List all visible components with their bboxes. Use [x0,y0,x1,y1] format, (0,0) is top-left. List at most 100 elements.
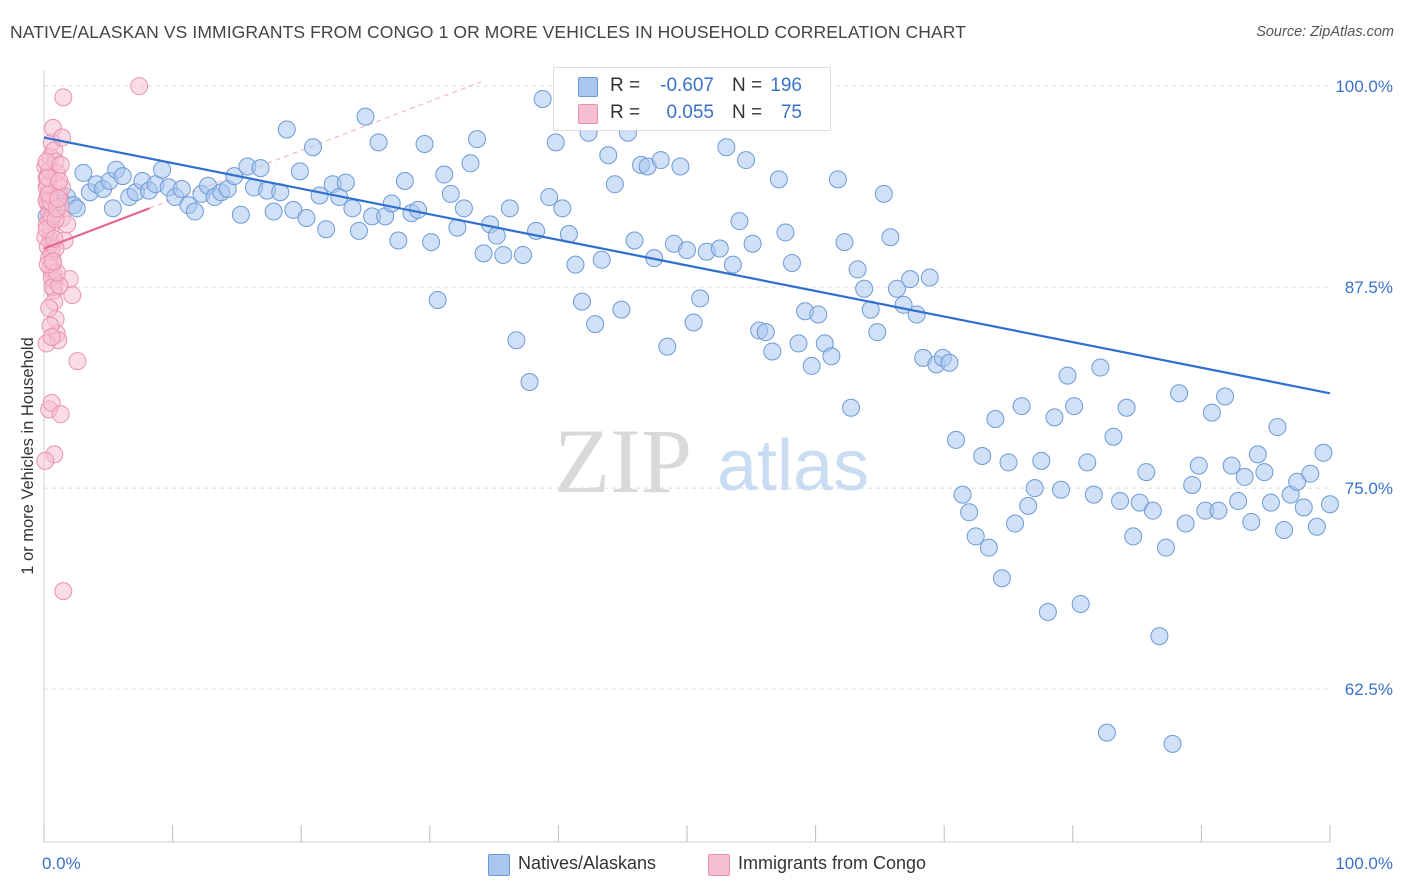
watermark-zip: ZIP [554,410,692,512]
watermark-atlas: atlas [717,426,869,506]
trend-lines [43,136,1331,395]
natives-point [1130,493,1149,512]
natives-point [1301,464,1320,483]
natives-point [1170,384,1189,403]
natives-point [855,279,874,298]
natives-point [599,146,618,165]
natives-point [756,323,775,342]
natives-point [1117,398,1136,417]
natives-point [67,199,86,218]
x-tick-label-max: 100.0% [1335,854,1393,873]
natives-point [395,171,414,190]
natives-point [435,165,454,184]
natives-point [789,334,808,353]
legend-r-label: R = [610,75,641,96]
bottom-legend-swatch-blue [488,854,510,876]
natives-point [153,160,172,179]
natives-point [809,305,828,324]
natives-point [1321,495,1339,514]
natives-point [802,356,821,375]
legend-n-value: 75 [780,102,802,123]
natives-point [1248,445,1267,464]
y-axis-label: 1 or more Vehicles in Household [19,337,37,575]
natives-point [691,289,710,308]
y-axis-title: 1 or more Vehicles in Household [19,337,37,575]
natives-point [1143,501,1162,520]
natives-point [1163,734,1182,753]
natives-point [1229,492,1248,511]
legend-row-natives: R = -0.607 N = 196 [554,73,830,101]
natives-point [723,255,742,274]
natives-point [382,194,401,213]
congo-point [50,171,69,190]
y-tick-label: 62.5% [1345,680,1393,699]
congo-point [51,405,70,424]
natives-point [290,162,309,181]
natives-point [881,228,900,247]
natives-point [743,234,762,253]
natives-point [1032,451,1051,470]
natives-point [415,134,434,153]
natives-point [1216,387,1235,406]
natives-point [422,233,441,252]
natives-point [494,245,513,264]
natives-point [658,337,677,356]
natives-point [868,323,887,342]
natives-point [573,292,592,311]
natives-point [369,133,388,152]
natives-point [1268,418,1287,437]
natives-point [507,331,526,350]
natives-point [1261,493,1280,512]
x-tick-label-min: 0.0% [42,854,81,873]
natives-point [763,342,782,361]
y-tick-labels: 100.0% 87.5% 75.0% 62.5% [1335,77,1393,699]
y-tick-label: 87.5% [1345,278,1393,297]
natives-point [1019,496,1038,515]
legend-swatch-pink [578,104,598,124]
natives-point [297,208,316,227]
natives-point [533,89,552,108]
natives-point [343,199,362,218]
natives-trend-line [43,136,1331,395]
natives-point [612,300,631,319]
natives-point [822,347,841,366]
natives-point [1065,397,1084,416]
natives-point [1176,514,1195,533]
congo-point [42,327,61,346]
watermark: ZIP atlas [554,410,869,512]
source-label: Source: ZipAtlas.com [1256,24,1394,40]
natives-point [625,231,644,250]
natives-point [737,151,756,170]
natives-point [835,233,854,252]
natives-point [999,453,1018,472]
congo-trend-line [43,207,150,250]
legend-r-value: -0.607 [660,75,714,96]
natives-point [730,212,749,231]
natives-point [304,138,323,157]
natives-point [1275,520,1294,539]
congo-point [63,286,82,305]
natives-point [592,250,611,269]
natives-point [671,157,690,176]
natives-point [513,245,532,264]
natives-point [1314,443,1333,462]
natives-point [1071,594,1090,613]
natives-point [1006,514,1025,533]
natives-point [1025,479,1044,498]
natives-point [113,167,132,186]
legend-swatch-blue [578,77,598,97]
congo-point [53,128,72,147]
natives-point [874,184,893,203]
natives-point [960,503,979,522]
legend-n-label: N = [732,75,763,96]
natives-point [1222,456,1241,475]
natives-point [389,231,408,250]
natives-point [947,430,966,449]
congo-point [54,88,73,107]
natives-point [586,315,605,334]
natives-point [468,130,487,149]
natives-point [553,199,572,218]
natives-point [605,175,624,194]
natives-point [1045,408,1064,427]
natives-point [1150,627,1169,646]
